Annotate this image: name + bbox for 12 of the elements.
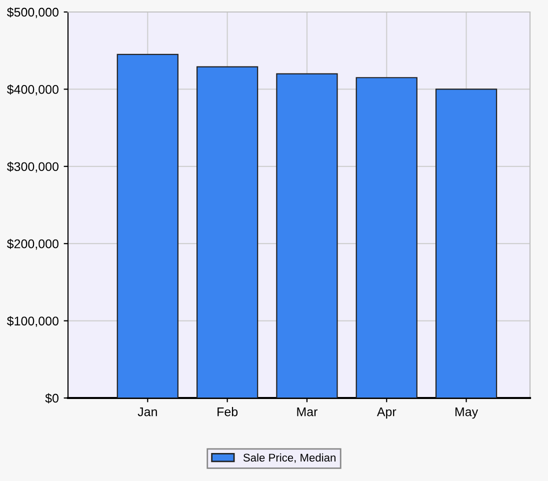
y-tick-label: $200,000 [6, 238, 58, 250]
y-tick-label: $300,000 [6, 162, 58, 173]
y-tick-label: $500,000 [6, 7, 58, 18]
x-tick-label: Jan [138, 407, 157, 416]
x-tick-label: Mar [297, 407, 318, 416]
legend-label: Sale Price, Median [243, 453, 336, 463]
x-tick-label: May [455, 407, 478, 419]
x-tick-label: Apr [376, 407, 396, 419]
x-tick-label: Feb [218, 407, 238, 416]
y-tick-label: $400,000 [6, 84, 58, 96]
y-tick-label: $100,000 [6, 316, 58, 327]
y-tick-label: $0 [45, 393, 58, 404]
